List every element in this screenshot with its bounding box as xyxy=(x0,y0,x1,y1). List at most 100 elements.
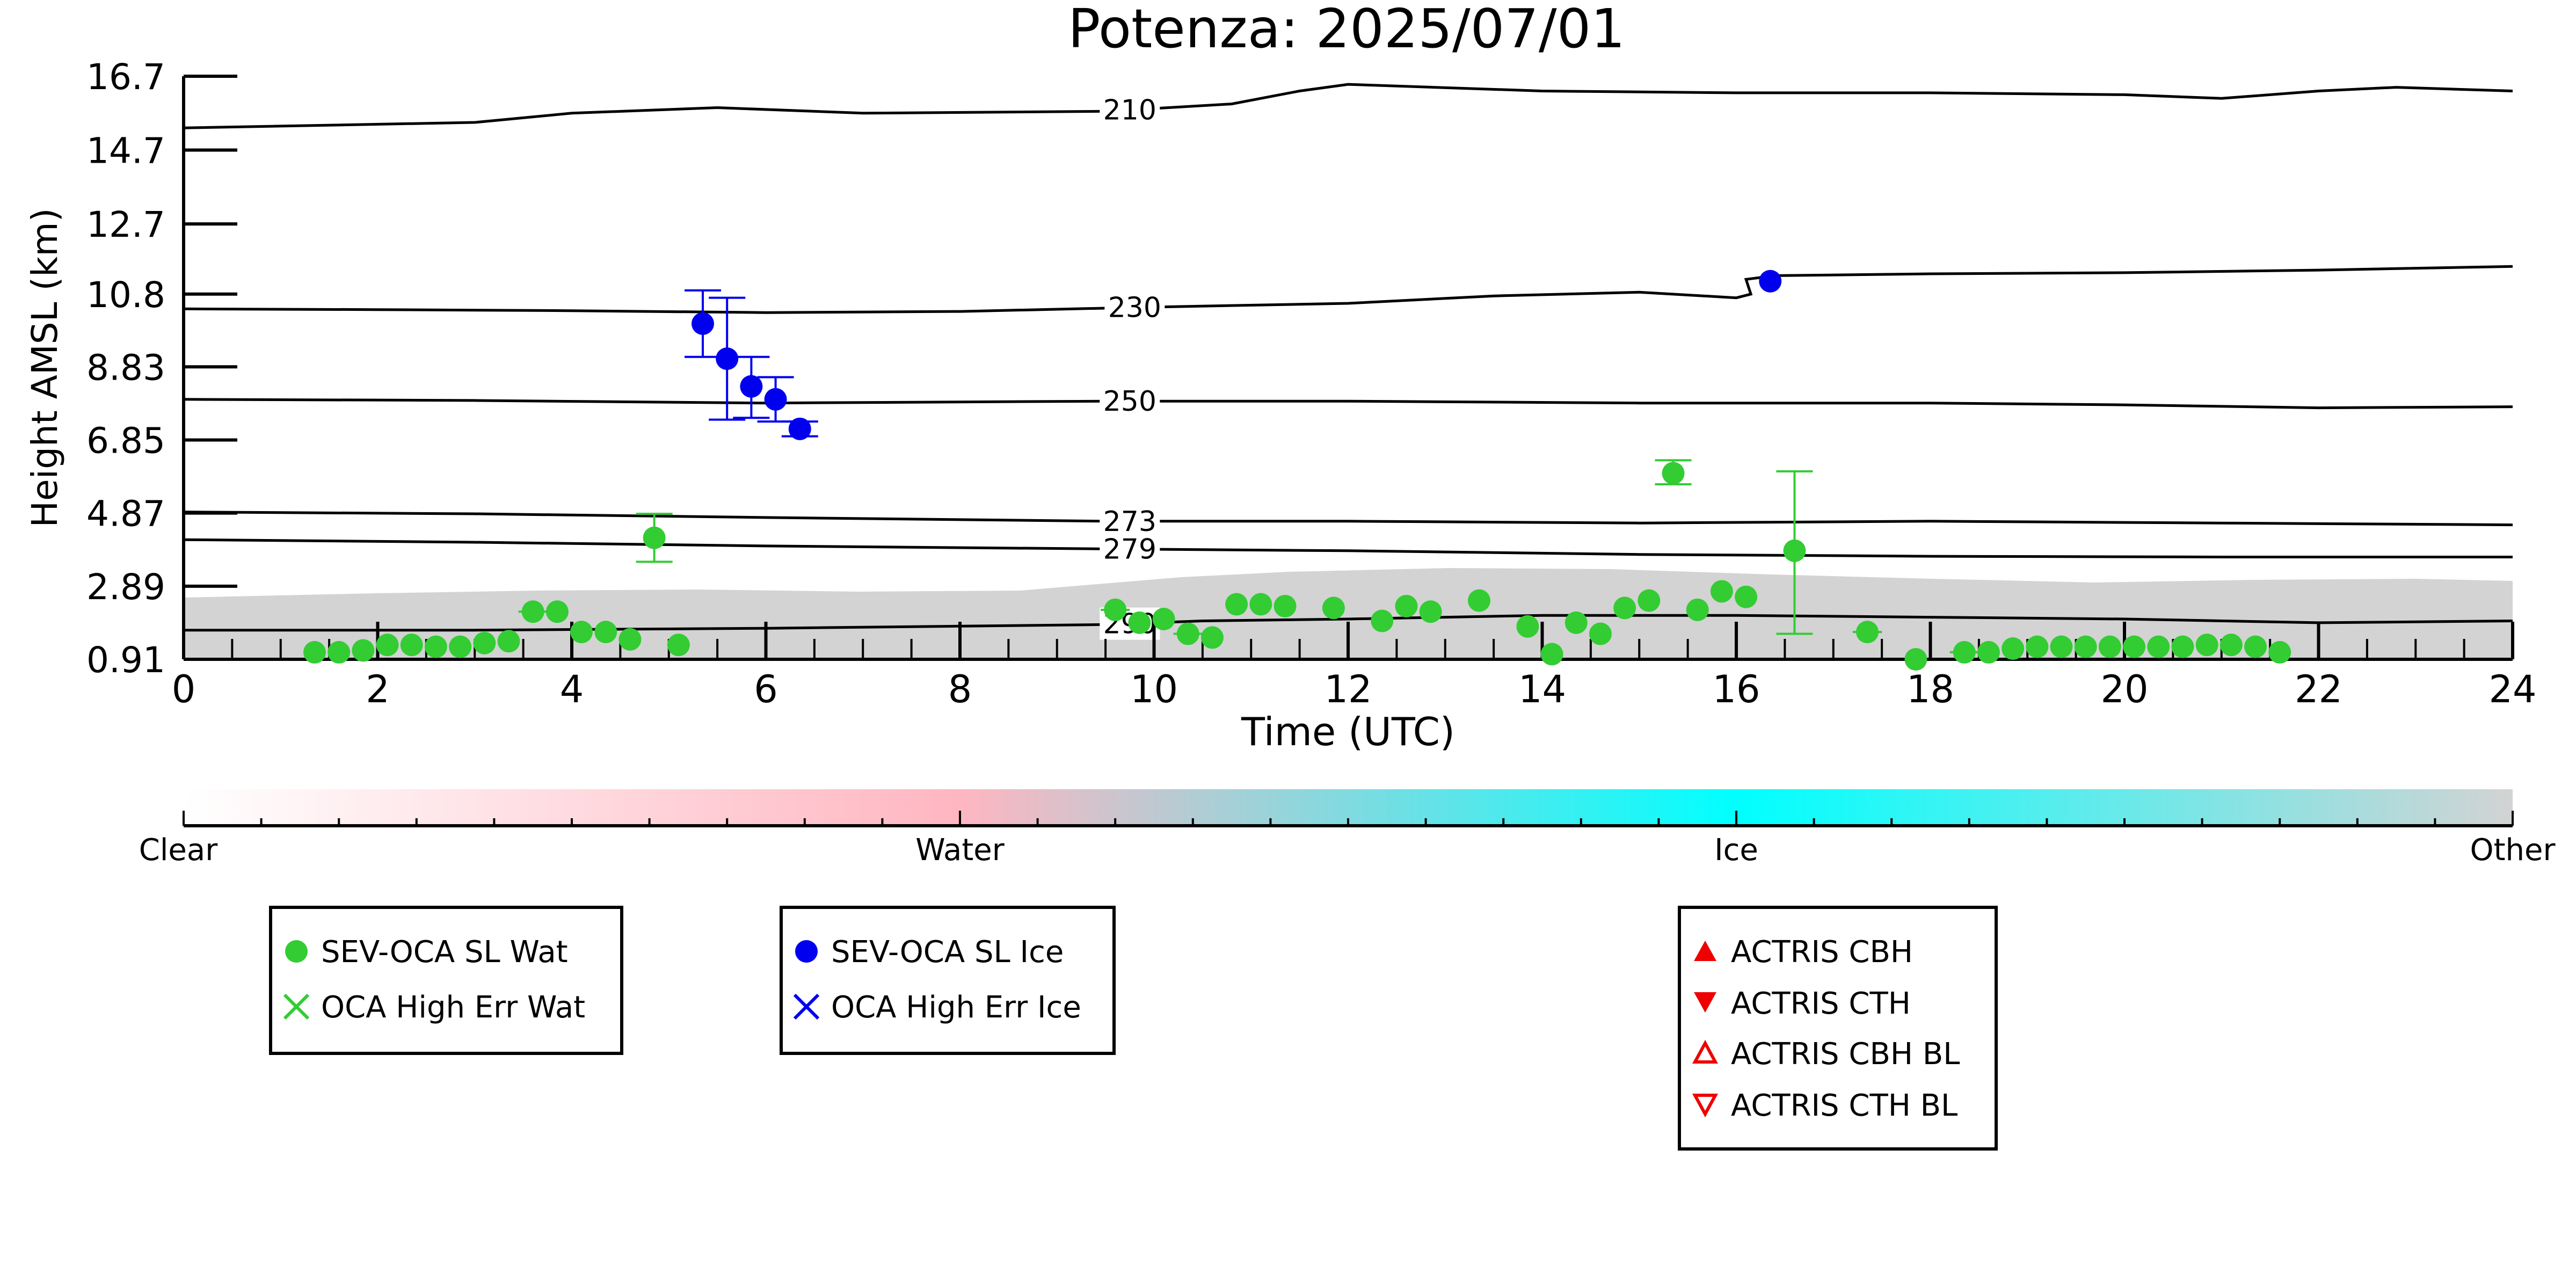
sev-oca-sl-wat-point xyxy=(1735,585,1758,608)
y-tick-label: 16.7 xyxy=(86,56,165,98)
sev-oca-sl-wat-point xyxy=(424,635,447,658)
sev-oca-sl-wat-point xyxy=(2002,637,2025,660)
contour-label-bg xyxy=(1100,385,1160,418)
contour-label-bg xyxy=(1100,505,1160,537)
sev-oca-sl-wat-point xyxy=(1686,598,1709,621)
contour-250 xyxy=(183,398,2513,410)
x-tick-label: 12 xyxy=(1324,667,1372,711)
sev-oca-sl-wat-point xyxy=(2050,635,2073,658)
sev-oca-sl-ice-point xyxy=(1759,270,1782,293)
sev-oca-sl-wat-point xyxy=(1225,593,1248,616)
colorbar-label-water: Water xyxy=(915,833,1005,868)
contour-label-bg xyxy=(1100,533,1160,565)
sev-oca-sl-ice-point xyxy=(764,388,787,411)
sev-oca-sl-wat-point xyxy=(594,621,617,644)
legend-actris-cth-marker xyxy=(1694,992,1716,1013)
sev-oca-sl-wat-point xyxy=(1200,626,1224,649)
legend-actris-cth-label: ACTRIS CTH xyxy=(1731,986,1911,1021)
legend-actris-cth-bl-label: ACTRIS CTH BL xyxy=(1731,1088,1958,1123)
contour-label-273: 273 xyxy=(1103,506,1156,538)
legend-water-x-marker xyxy=(283,993,310,1020)
x-tick-label: 18 xyxy=(1906,667,1954,711)
contour-label-250: 250 xyxy=(1103,385,1156,418)
sev-oca-sl-wat-point xyxy=(2220,634,2243,657)
x-tick-label: 8 xyxy=(948,667,972,711)
y-tick-label: 12.7 xyxy=(86,204,165,245)
sev-oca-sl-wat-point xyxy=(376,634,399,657)
sev-oca-sl-wat-point xyxy=(1274,594,1297,617)
sev-oca-sl-ice-point xyxy=(788,417,811,440)
contour-210 xyxy=(183,83,2513,129)
sev-oca-sl-wat-point xyxy=(521,600,544,623)
sev-oca-sl-wat-point xyxy=(473,631,496,654)
sev-oca-sl-wat-point xyxy=(1856,621,1879,644)
sev-oca-sl-wat-point xyxy=(2244,635,2267,658)
x-tick-label: 0 xyxy=(172,667,196,711)
sev-oca-sl-wat-point xyxy=(1638,589,1661,612)
sev-oca-sl-wat-point xyxy=(1322,596,1345,620)
legend-actris: ACTRIS CBH ACTRIS CTH ACTRIS CBH BL ACTR… xyxy=(1678,906,1998,1151)
legend-actris-cth-bl-marker xyxy=(1692,1094,1719,1118)
sev-oca-sl-wat-point xyxy=(1977,641,2000,664)
sev-oca-sl-wat-point xyxy=(643,526,666,549)
x-tick-label: 2 xyxy=(366,667,390,711)
y-axis-label: Height AMSL (km) xyxy=(24,208,66,528)
x-tick-label: 22 xyxy=(2295,667,2342,711)
legend-water-circle-marker xyxy=(285,940,308,963)
sev-oca-sl-wat-point xyxy=(1904,648,1927,671)
sev-oca-sl-wat-point xyxy=(545,600,569,623)
y-ticks: 0.91 2.89 4.87 6.85 8.83 10.8 12.7 14.7 16.7 xyxy=(86,56,237,681)
x-tick-label: 4 xyxy=(560,667,584,711)
sev-oca-sl-wat-point xyxy=(328,641,351,664)
contour-label-210: 210 xyxy=(1103,94,1156,127)
colorbar-ticks xyxy=(183,811,2514,826)
legend-ice-high-err-label: OCA High Err Ice xyxy=(831,990,1081,1025)
x-ticks: 0 2 4 6 8 10 12 14 16 18 20 22 24 xyxy=(172,622,2537,711)
axes: 0 2 4 6 8 10 12 14 16 18 20 22 24 0.912.894.876.858.… xyxy=(86,56,2536,711)
legend-actris-cbh-bl-marker xyxy=(1692,1039,1719,1064)
legend-actris-frame xyxy=(1678,906,1998,1151)
sev-oca-sl-wat-point xyxy=(1152,608,1175,631)
legend-ice-frame xyxy=(780,906,1116,1055)
contour-230 xyxy=(183,265,2513,314)
y-tick-label: 14.7 xyxy=(86,130,165,172)
legend-ice: SEV-OCA SL Ice OCA High Err Ice xyxy=(780,906,1116,1055)
y-tick-label: 8.83 xyxy=(86,347,165,388)
sev-oca-sl-wat-point xyxy=(2098,635,2121,658)
sev-oca-sl-wat-point xyxy=(1395,594,1418,617)
sev-oca-sl-wat-point xyxy=(2195,634,2218,657)
sev-oca-sl-wat-point xyxy=(449,635,472,658)
contour-273 xyxy=(183,511,2513,527)
sev-oca-sl-wat-point xyxy=(1613,596,1636,620)
contour-279 xyxy=(183,538,2513,558)
sev-oca-sl-ice-point xyxy=(692,312,715,335)
sev-oca-sl-wat-point xyxy=(1564,611,1588,634)
sev-oca-sl-wat-point xyxy=(570,621,593,644)
contour-290 xyxy=(184,614,2513,632)
legend-ice-circle-marker xyxy=(795,940,818,963)
sev-oca-sl-wat-point xyxy=(1104,598,1127,621)
sev-oca-sl-wat-point xyxy=(2123,635,2146,658)
x-tick-label: 16 xyxy=(1712,667,1760,711)
series-layer xyxy=(303,270,2291,671)
sev-oca-sl-wat-point xyxy=(1783,539,1806,562)
y-tick-label: 2.89 xyxy=(86,566,165,608)
y-tick-label: 4.87 xyxy=(86,493,165,535)
sev-oca-sl-ice-point xyxy=(716,347,739,370)
sev-oca-sl-wat-point xyxy=(1589,622,1612,645)
sev-oca-sl-wat-point xyxy=(1176,622,1199,645)
contour-label-bg xyxy=(1100,93,1160,126)
plot-area: 210230250273279290 024681012141618202224… xyxy=(86,56,2536,711)
sev-oca-sl-wat-point xyxy=(1419,600,1442,623)
legend-actris-cbh-marker xyxy=(1694,941,1716,961)
sev-oca-sl-wat-point xyxy=(352,639,375,662)
sev-oca-sl-wat-point xyxy=(1516,615,1539,638)
y-tick-label: 10.8 xyxy=(86,274,165,316)
colorbar-label-clear: Clear xyxy=(139,833,218,868)
x-tick-label: 14 xyxy=(1518,667,1566,711)
x-axis-label: Time (UTC) xyxy=(1241,709,1455,754)
colorbar: Clear Water Ice Other xyxy=(139,789,2556,868)
x-tick-label: 24 xyxy=(2488,667,2536,711)
legend-water-frame xyxy=(269,906,623,1055)
